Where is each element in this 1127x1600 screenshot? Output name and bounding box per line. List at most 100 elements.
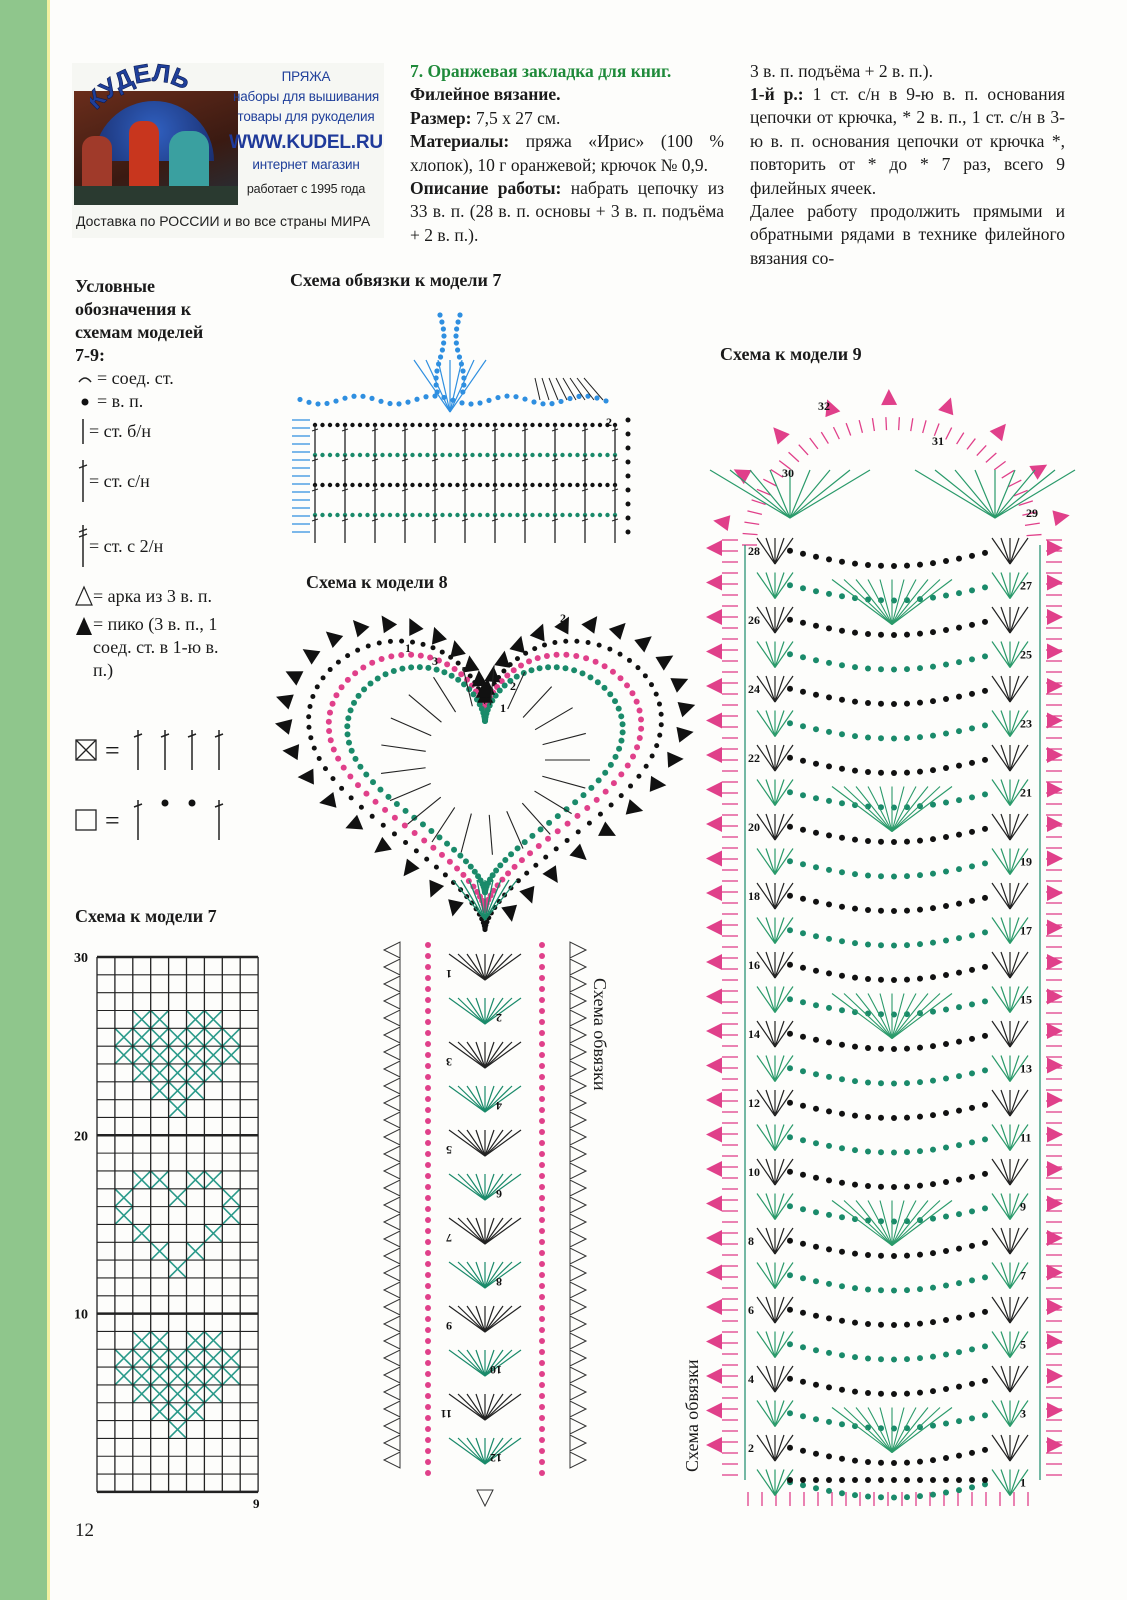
chain-stitch-dot bbox=[597, 811, 603, 817]
chain-stitch-dot bbox=[567, 422, 573, 428]
chain-stitch-dot bbox=[481, 718, 488, 725]
fan-line bbox=[891, 786, 941, 832]
chain-stitch-dot bbox=[826, 1211, 832, 1218]
chain-stitch-dot bbox=[583, 655, 590, 662]
picot-triangle bbox=[706, 712, 722, 729]
chain-stitch-dot bbox=[539, 1360, 545, 1366]
ad-painting bbox=[74, 91, 238, 205]
ad-url[interactable]: WWW.KUDEL.RU bbox=[229, 132, 383, 153]
picot-triangle bbox=[706, 781, 722, 798]
chain-stitch-dot bbox=[982, 618, 988, 625]
chain-stitch-dot bbox=[787, 927, 793, 934]
row-number-label: 14 bbox=[748, 1027, 760, 1041]
chain-stitch-dot bbox=[943, 730, 949, 737]
fan-line bbox=[1009, 1020, 1020, 1048]
chain-stitch-dot bbox=[601, 663, 608, 670]
edging-tick bbox=[763, 478, 777, 487]
chain-stitch-dot bbox=[904, 976, 910, 983]
filled-cell-cross bbox=[114, 1366, 134, 1386]
legend-text: = в. п. bbox=[97, 391, 144, 411]
fan-line bbox=[756, 1089, 776, 1117]
fan-line bbox=[466, 1437, 486, 1465]
picot-triangle bbox=[569, 843, 587, 861]
stitch-line bbox=[583, 377, 604, 401]
chain-stitch-dot bbox=[477, 512, 483, 518]
filled-cell-cross bbox=[185, 1027, 205, 1047]
fan-line bbox=[879, 579, 893, 625]
fan-line bbox=[994, 469, 1016, 519]
row-number-label: 11 bbox=[1020, 1131, 1031, 1145]
chain-stitch-dot bbox=[852, 1078, 858, 1085]
fan-line bbox=[891, 1407, 917, 1453]
chain-stitch-dot bbox=[852, 698, 858, 705]
filled-cell-cross bbox=[221, 1206, 241, 1226]
arch-triangle bbox=[569, 1128, 588, 1146]
chain-stitch-dot bbox=[543, 854, 549, 860]
filled-cell-cross bbox=[185, 1045, 205, 1065]
filled-cell-cross bbox=[114, 1027, 134, 1047]
arch-triangle bbox=[569, 1247, 588, 1265]
chain-stitch-dot bbox=[891, 1459, 897, 1466]
fan-line bbox=[774, 744, 794, 772]
article-column-1: 7. Оранжевая закладка для книг. Филейное… bbox=[410, 60, 724, 247]
size-value: 7,5 х 27 см. bbox=[471, 107, 561, 128]
chain-stitch-dot bbox=[904, 942, 910, 949]
fan-line bbox=[484, 1085, 504, 1113]
chain-stitch-dot bbox=[552, 640, 558, 646]
chain-stitch-dot bbox=[526, 658, 533, 665]
chain-stitch-dot bbox=[969, 621, 975, 628]
fan-line bbox=[484, 1393, 522, 1421]
chain-stitch-dot bbox=[428, 827, 435, 834]
picot-triangle bbox=[706, 574, 722, 591]
filled-cell-cross bbox=[168, 1027, 188, 1047]
chain-stitch-dot bbox=[448, 672, 455, 679]
fan-line bbox=[1009, 1365, 1020, 1393]
edging-tick bbox=[1022, 511, 1038, 516]
chain-stitch-dot bbox=[326, 727, 333, 734]
filled-cell-cross bbox=[168, 1099, 188, 1119]
chain-stitch-dot bbox=[625, 501, 631, 507]
chain-stitch-dot bbox=[969, 932, 975, 939]
legend-text: = пико (3 в. п., 1 соед. ст. в 1-ю в. п.… bbox=[93, 614, 219, 680]
chain-stitch-dot bbox=[518, 857, 525, 864]
filled-cell-cross bbox=[150, 1081, 170, 1101]
chain-stitch-dot bbox=[865, 1320, 871, 1327]
row-number-label: 12 bbox=[748, 1096, 760, 1110]
chain-stitch-dot bbox=[839, 800, 845, 807]
fan-line bbox=[843, 1407, 893, 1453]
fan-line bbox=[475, 1041, 486, 1069]
chain-stitch-dot bbox=[505, 870, 512, 877]
fan-line bbox=[954, 469, 996, 519]
chain-stitch-dot bbox=[813, 1416, 819, 1423]
fan-line bbox=[484, 1129, 513, 1157]
chain-stitch-dot bbox=[365, 422, 370, 428]
fan-line bbox=[484, 1437, 513, 1465]
chain-stitch-dot bbox=[425, 1316, 431, 1322]
chain-stitch-dot bbox=[344, 731, 351, 738]
chain-stitch-dot bbox=[904, 666, 910, 673]
chain-stitch-dot bbox=[425, 1459, 431, 1465]
chain-stitch-dot bbox=[865, 1044, 871, 1051]
stitch-line bbox=[534, 790, 572, 815]
chain-stitch-dot bbox=[327, 482, 333, 488]
chain-stitch-dot bbox=[839, 1490, 845, 1497]
chain-stitch-dot bbox=[545, 422, 550, 428]
stitch-line bbox=[341, 428, 349, 432]
chain-stitch-dot bbox=[436, 834, 443, 841]
chain-stitch-dot bbox=[437, 312, 443, 318]
chain-stitch-dot bbox=[387, 400, 393, 407]
fan-line bbox=[879, 1407, 893, 1453]
chain-stitch-dot bbox=[425, 1360, 431, 1366]
filled-cell-cross bbox=[185, 1009, 205, 1029]
chain-stitch-dot bbox=[507, 452, 513, 458]
chain-stitch-dot bbox=[982, 1274, 988, 1281]
stitch-line bbox=[431, 488, 439, 492]
legend-item: = ст. с 2/н bbox=[75, 513, 275, 579]
chain-stitch-dot bbox=[618, 771, 625, 778]
chain-stitch-dot bbox=[347, 773, 354, 780]
double-crochet-icon bbox=[78, 460, 88, 502]
picot-triangle bbox=[1047, 1230, 1063, 1246]
chain-stitch-dot bbox=[546, 819, 553, 826]
chain-stitch-dot bbox=[435, 657, 442, 664]
fan-line bbox=[756, 1331, 776, 1358]
